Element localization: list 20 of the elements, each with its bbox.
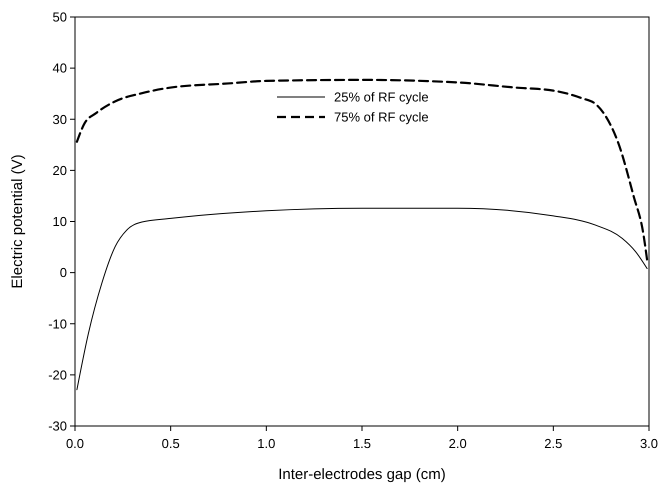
x-tick-label: 2.0 [448, 436, 467, 451]
y-tick-label: 0 [60, 265, 67, 280]
y-tick-label: -20 [48, 367, 67, 382]
x-tick-label: 0.5 [162, 436, 180, 451]
x-tick-label: 1.5 [352, 436, 372, 451]
legend-label: 25% of RF cycle [334, 90, 429, 105]
y-tick-label: 10 [52, 214, 67, 230]
y-tick-label: 40 [52, 60, 67, 76]
y-tick-label: 30 [52, 112, 67, 127]
x-tick-label: 1.0 [257, 436, 276, 451]
x-axis-title: Inter-electrodes gap (cm) [278, 466, 446, 483]
y-tick-label: 50 [52, 10, 67, 25]
legend-label: 75% of RF cycle [334, 110, 429, 125]
y-tick-label: 20 [52, 162, 67, 178]
x-tick-label: 2.5 [544, 436, 562, 451]
y-tick-label: -10 [48, 316, 67, 332]
y-tick-label: -30 [48, 418, 67, 434]
x-tick-label: 0.0 [66, 436, 84, 451]
y-axis-title: Electric potential (V) [9, 154, 26, 289]
x-tick-label: 3.0 [640, 436, 658, 451]
